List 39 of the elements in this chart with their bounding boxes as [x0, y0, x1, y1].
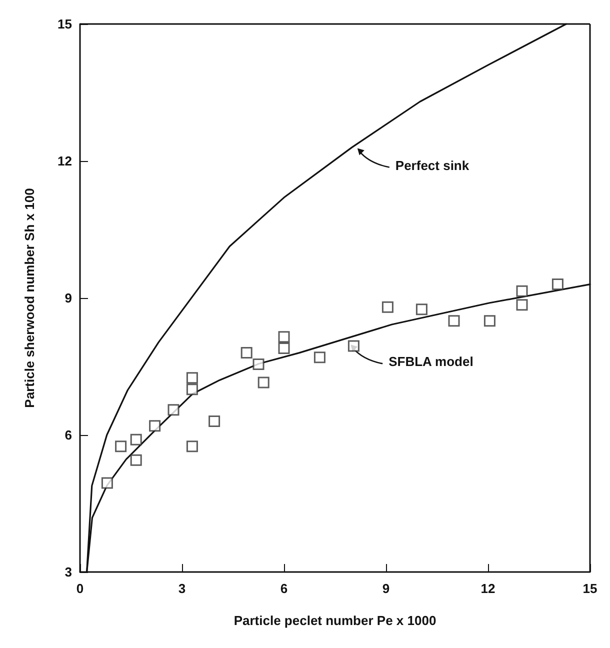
point	[186, 440, 198, 452]
point	[348, 340, 360, 352]
point	[484, 315, 496, 327]
point	[149, 420, 161, 432]
point	[416, 304, 428, 316]
point	[314, 352, 326, 364]
point	[516, 299, 528, 311]
annotation: Perfect sink	[395, 158, 470, 173]
y-tick-label: 12	[58, 154, 72, 168]
point	[186, 372, 198, 384]
x-tick-label: 6	[280, 581, 288, 596]
x-tick-label: 12	[480, 581, 496, 596]
y-axis-title: Particle sherwood number Sh x 100	[22, 188, 37, 408]
point	[252, 358, 264, 370]
x-axis-title: Particle peclet number Pe x 1000	[234, 613, 436, 628]
x-tick-label: 15	[582, 581, 598, 596]
annotation: SFBLA model	[388, 354, 474, 370]
point	[240, 347, 252, 359]
y-tick-label: 9	[64, 290, 72, 306]
point	[552, 278, 564, 290]
point	[101, 477, 113, 489]
point	[208, 416, 220, 428]
x-tick-label: 0	[76, 581, 84, 596]
y-tick-label: 15	[58, 16, 72, 32]
point	[186, 384, 198, 396]
point	[258, 376, 270, 388]
point	[278, 342, 290, 354]
point	[168, 404, 180, 416]
y-tick-label: 3	[64, 564, 72, 580]
x-tick-label: 9	[382, 581, 390, 596]
point	[382, 301, 394, 313]
point	[516, 285, 528, 297]
point	[448, 315, 460, 327]
point	[278, 331, 290, 343]
point	[130, 434, 142, 446]
y-tick-label: 6	[64, 428, 72, 442]
x-tick-label: 3	[178, 581, 186, 596]
point	[130, 454, 142, 466]
point	[115, 440, 127, 452]
